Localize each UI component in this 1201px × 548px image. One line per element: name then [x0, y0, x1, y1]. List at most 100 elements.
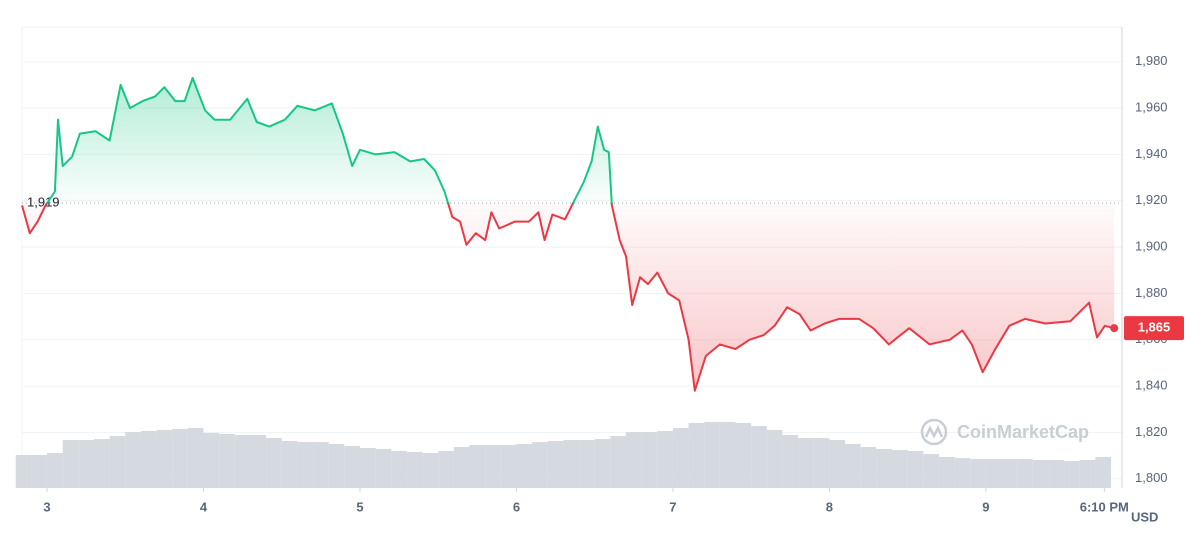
watermark-logo	[924, 425, 944, 439]
volume-bar	[1032, 460, 1049, 488]
volume-bar	[1064, 461, 1080, 488]
volume-bar	[829, 440, 846, 488]
y-tick-label: 1,920	[1135, 192, 1168, 207]
volume-bar	[719, 422, 736, 488]
volume-bar	[625, 432, 642, 488]
volume-bar	[234, 435, 251, 488]
volume-bar	[359, 448, 376, 488]
x-tick-label: 4	[200, 499, 208, 514]
volume-bar	[219, 434, 235, 488]
volume-bar	[391, 451, 407, 488]
volume-bar	[938, 457, 955, 488]
volume-bar	[375, 449, 392, 488]
area-fill	[22, 78, 1115, 391]
volume-bar	[140, 431, 157, 488]
volume-bar	[297, 442, 314, 488]
volume-bar	[657, 431, 673, 488]
volume-bar	[735, 423, 752, 488]
volume-bar	[344, 446, 360, 488]
x-tick-label: 3	[43, 499, 50, 514]
volume-bar	[172, 429, 188, 488]
volume-bar	[876, 449, 892, 488]
volume-bar	[563, 440, 580, 488]
volume-bar	[923, 454, 939, 488]
y-tick-label: 1,900	[1135, 239, 1168, 254]
price-line	[21, 77, 1115, 392]
volume-bar	[782, 435, 799, 488]
volume-bar	[187, 428, 204, 488]
volume-bar	[641, 432, 658, 488]
volume-bar	[516, 444, 533, 488]
volume-bar	[891, 450, 908, 488]
volume-bar	[610, 436, 626, 488]
volume-bar	[954, 458, 971, 488]
volume-bar	[766, 430, 783, 488]
volume-bar	[860, 447, 877, 488]
volume-bar	[907, 451, 924, 488]
volume-bar	[281, 441, 298, 488]
volume-bar	[798, 438, 814, 488]
volume-bar	[78, 440, 94, 488]
x-tick-label: 8	[826, 499, 833, 514]
volume-bar	[31, 455, 48, 488]
volume-bar	[93, 439, 110, 488]
volume-bar	[704, 422, 720, 488]
volume-bar	[1001, 459, 1018, 488]
y-tick-label: 1,980	[1135, 53, 1168, 68]
y-tick-label: 1,960	[1135, 100, 1168, 115]
y-tick-label: 1,820	[1135, 424, 1168, 439]
volume-bar	[1095, 457, 1112, 488]
watermark-logo	[920, 418, 948, 446]
volume-bar	[532, 442, 548, 488]
volume-bar	[970, 459, 986, 488]
volume-bar	[845, 444, 861, 488]
volume-bar	[47, 453, 63, 488]
last-point	[1110, 324, 1119, 333]
volume-bar	[751, 426, 767, 488]
currency-label: USD	[1131, 509, 1158, 524]
volume-bar	[156, 430, 173, 488]
volume-bar	[125, 432, 141, 488]
volume-bar	[594, 439, 611, 488]
volume-bar	[688, 423, 705, 488]
volume-bar	[109, 436, 126, 488]
volume-bar	[422, 453, 439, 488]
y-tick-label: 1,840	[1135, 378, 1168, 393]
volume-bar	[406, 452, 423, 488]
volume-bar	[469, 445, 486, 488]
y-tick-label: 1,940	[1135, 146, 1168, 161]
volume-bar	[1017, 459, 1033, 488]
x-tick-label: 6:10 PM	[1080, 499, 1129, 514]
volume-bar	[547, 441, 564, 488]
volume-bar	[500, 445, 517, 488]
volume-bar	[266, 438, 282, 488]
y-tick-label: 1,800	[1135, 470, 1168, 485]
volume-bar	[672, 428, 689, 488]
volume-bar	[438, 451, 454, 488]
volume-bar	[328, 444, 345, 488]
x-tick-label: 9	[982, 499, 989, 514]
volume-bar	[62, 440, 79, 488]
x-tick-label: 5	[356, 499, 363, 514]
volume-bar	[813, 438, 830, 488]
watermark: CoinMarketCap	[920, 418, 1089, 446]
volume-bar	[453, 447, 470, 488]
volume-bar	[985, 459, 1002, 488]
volume-bar	[1079, 460, 1096, 488]
x-tick-label: 6	[513, 499, 520, 514]
y-tick-label: 1,880	[1135, 285, 1168, 300]
price-tag-label: 1,865	[1138, 320, 1171, 335]
price-tag	[1124, 316, 1184, 341]
watermark-text: CoinMarketCap	[957, 422, 1089, 442]
volume-bar	[250, 435, 267, 488]
volume-bar	[313, 442, 329, 488]
x-tick-label: 7	[669, 499, 676, 514]
volume-bar	[203, 433, 220, 488]
volume-bar	[15, 455, 32, 488]
baseline-label: 1,919	[27, 194, 60, 209]
volume-bar	[1048, 460, 1065, 488]
volume-bar	[485, 445, 501, 488]
volume-bar	[579, 440, 595, 488]
